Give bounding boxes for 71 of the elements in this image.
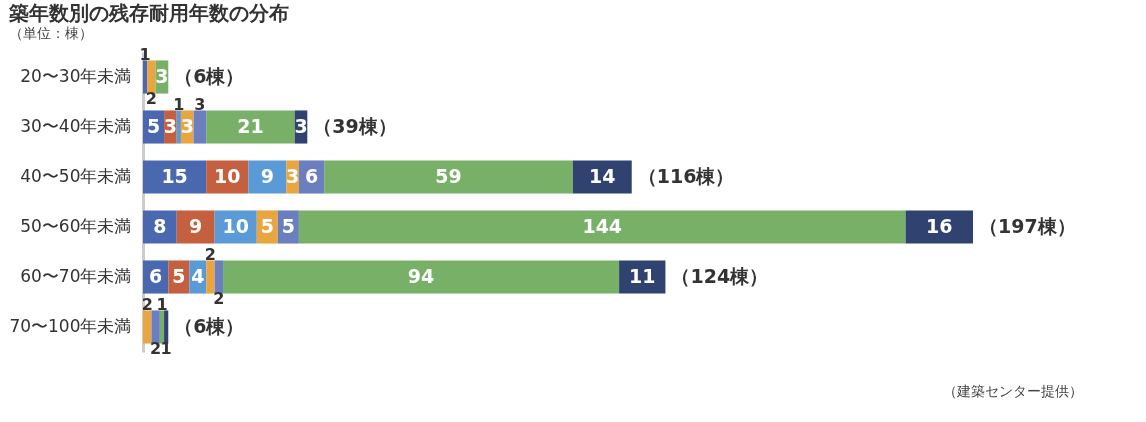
data-label: 5 [281, 215, 295, 237]
bar [905, 210, 973, 244]
bar [176, 210, 215, 244]
total-label: （39棟） [313, 115, 397, 137]
data-label: 3 [155, 65, 169, 87]
data-label: 11 [629, 265, 656, 287]
bar [324, 160, 573, 194]
data-label: 1 [173, 95, 185, 114]
data-label: 2 [141, 295, 153, 314]
chart-subtitle: （単位：棟） [8, 25, 93, 41]
data-label: 1 [160, 339, 172, 358]
data-label: 14 [589, 165, 616, 187]
bar [159, 310, 165, 344]
bar [143, 160, 207, 194]
bar [143, 310, 152, 344]
text: （建築センター提供） [943, 383, 1083, 399]
data-label: 10 [222, 215, 249, 237]
data-label: 10 [214, 165, 241, 187]
data-label: 6 [304, 165, 319, 187]
bar [143, 210, 177, 244]
bar [193, 110, 207, 144]
y-tick-label: 30〜40年未満 [20, 116, 132, 136]
data-label: 3 [194, 95, 206, 114]
data-label: 1 [139, 45, 151, 64]
data-label: 21 [237, 115, 264, 137]
data-label: 94 [407, 265, 435, 287]
data-label: 6 [149, 265, 163, 287]
data-label: 3 [285, 165, 300, 187]
y-tick-label: 60〜70年未満 [20, 266, 132, 286]
bar [223, 260, 620, 294]
bar [298, 210, 906, 244]
y-tick-label: 70〜100年未満 [9, 316, 132, 336]
y-tick-label: 20〜30年未満 [20, 66, 132, 86]
bar [151, 310, 160, 344]
bar [206, 110, 295, 144]
data-label: 3 [163, 115, 177, 137]
data-label: 3 [294, 115, 308, 137]
bar [619, 260, 666, 294]
bar [143, 60, 148, 94]
bar [214, 260, 224, 294]
total-label: （6棟） [174, 65, 245, 87]
bar [248, 160, 287, 194]
data-label: 144 [582, 215, 623, 237]
total-label: （6棟） [174, 315, 245, 337]
data-label: 5 [260, 215, 274, 237]
bar [147, 60, 156, 94]
data-label: 59 [435, 165, 462, 187]
total-label: （197棟） [979, 215, 1076, 237]
data-label: 5 [172, 265, 186, 287]
data-label: 9 [189, 215, 203, 237]
data-label: 1 [156, 295, 168, 314]
data-label: 8 [153, 215, 167, 237]
data-label: 15 [161, 165, 188, 187]
data-label: 16 [926, 215, 953, 237]
total-label: （116棟） [637, 165, 735, 187]
data-label: 5 [146, 115, 161, 137]
data-label: 2 [213, 289, 225, 308]
y-tick-label: 50〜60年未満 [20, 216, 132, 236]
total-label: （124棟） [671, 265, 769, 287]
y-tick-label: 40〜50年未満 [20, 166, 132, 186]
data-label: 4 [191, 265, 205, 287]
chart-title: 築年数別の残存耐用年数の分布 [7, 1, 289, 25]
data-label: 3 [180, 115, 194, 137]
data-label: 2 [145, 89, 157, 108]
bar [206, 260, 215, 294]
data-label: 2 [204, 245, 216, 264]
bar [176, 110, 181, 144]
data-label: 9 [260, 165, 274, 187]
bar [572, 160, 632, 194]
bar [164, 310, 169, 344]
data-label: 2 [150, 339, 162, 358]
